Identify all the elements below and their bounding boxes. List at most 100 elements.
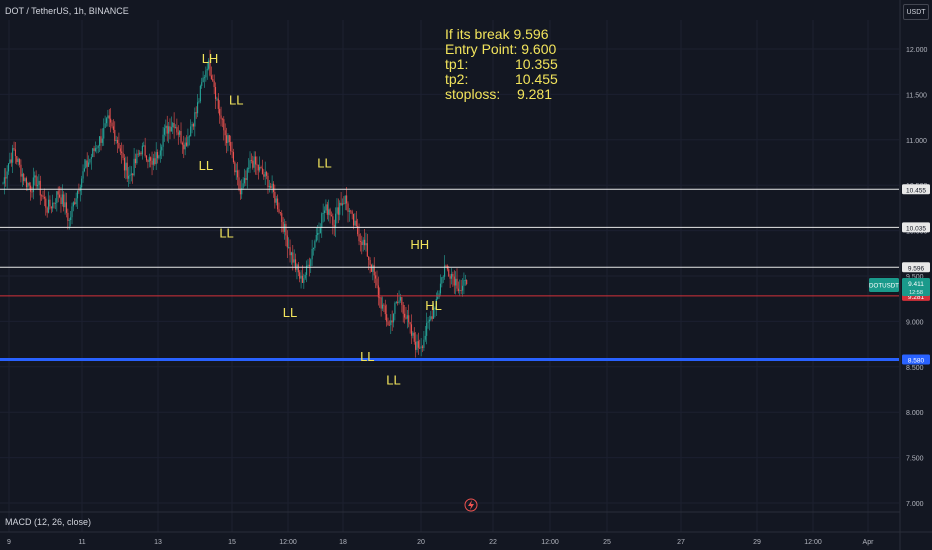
y-tick-label: 7.000: [906, 501, 924, 508]
candle-body: [54, 202, 56, 204]
swing-label[interactable]: LL: [219, 225, 233, 240]
candle-body: [155, 152, 157, 165]
candle-body: [183, 144, 185, 150]
x-tick-label: 12:00: [804, 539, 822, 546]
candle-body: [5, 177, 7, 179]
candle-body: [221, 118, 223, 120]
candle-body: [190, 126, 192, 137]
macd-indicator-label[interactable]: MACD (12, 26, close): [5, 517, 92, 527]
candle-body: [274, 191, 276, 203]
candle-body: [56, 191, 58, 203]
swing-label[interactable]: LL: [229, 93, 243, 108]
candle-body: [285, 223, 287, 236]
candle-body: [408, 315, 410, 323]
candle-body: [430, 316, 432, 320]
candle-body: [220, 115, 222, 119]
y-tick-label: 12.000: [906, 47, 928, 54]
candle-body: [216, 98, 218, 100]
currency-button[interactable]: USDT: [903, 4, 929, 20]
candle-body: [202, 77, 204, 83]
candle-body: [154, 158, 156, 165]
candle-body: [402, 304, 404, 314]
candle-body: [277, 198, 279, 210]
candle-body: [248, 168, 250, 170]
candle-body: [290, 252, 292, 256]
candle-body: [60, 197, 62, 205]
candle-body: [45, 198, 47, 208]
candle-body: [252, 160, 254, 168]
x-tick-label: 25: [603, 539, 611, 546]
candle-body: [177, 132, 179, 135]
candle-body: [450, 273, 453, 279]
symbol-tag[interactable]: [869, 278, 899, 292]
candle-body: [232, 152, 235, 163]
y-tick-label: 9.000: [906, 319, 924, 326]
level-price-text: 8.580: [908, 358, 925, 365]
candle-body: [7, 163, 10, 172]
candle-body: [254, 156, 257, 165]
swing-label[interactable]: HL: [425, 298, 442, 313]
candle-body: [249, 160, 251, 169]
candle-body: [239, 189, 241, 195]
candle-body: [286, 235, 288, 248]
candle-body: [111, 122, 113, 127]
candle-body: [256, 164, 258, 166]
candle-body: [416, 341, 418, 350]
candle-body: [148, 157, 150, 162]
candle-body: [36, 184, 39, 187]
candle-body: [453, 276, 455, 286]
candle-body: [9, 159, 11, 164]
swing-label[interactable]: LH: [202, 51, 219, 66]
candle-body: [147, 160, 149, 162]
candle-body: [431, 316, 433, 319]
candle-body: [370, 264, 373, 272]
candle-body: [362, 239, 364, 245]
candle-body: [439, 283, 442, 294]
candle-body: [31, 191, 33, 193]
current-price-text: 9.411: [908, 281, 924, 288]
price-axis[interactable]: [900, 0, 932, 550]
candle-body: [107, 115, 109, 119]
candle-body: [172, 122, 174, 128]
swing-label[interactable]: LL: [317, 155, 331, 170]
swing-label[interactable]: LL: [199, 158, 213, 173]
candle-body: [261, 168, 263, 175]
candle-body: [152, 158, 154, 165]
x-tick-label: 27: [677, 539, 685, 546]
candle-body: [357, 226, 359, 235]
candle-body: [57, 191, 59, 195]
candle-body: [263, 174, 265, 177]
candle-body: [330, 215, 332, 217]
candle-body: [24, 178, 26, 182]
candle-body: [105, 118, 108, 124]
candle-body: [328, 209, 330, 215]
current-price-tag: [902, 278, 930, 296]
candle-body: [151, 160, 153, 165]
candle-body: [460, 290, 462, 291]
candle-body: [234, 162, 236, 173]
candle-body: [278, 209, 280, 213]
level-price-text: 9.281: [908, 294, 925, 301]
candle-body: [123, 157, 125, 171]
candle-body: [410, 324, 413, 336]
candle-body: [381, 304, 384, 309]
candle-body: [230, 141, 232, 152]
x-tick-label: 22: [489, 539, 497, 546]
candle-body: [78, 190, 80, 192]
candle-body: [406, 315, 408, 319]
lightning-icon[interactable]: [464, 498, 478, 512]
candle-body: [394, 303, 396, 314]
candle-body: [104, 123, 106, 128]
candle-body: [303, 278, 305, 283]
swing-label[interactable]: LL: [283, 305, 297, 320]
candle-body: [169, 126, 171, 132]
swing-label[interactable]: LL: [360, 349, 374, 364]
candle-body: [321, 213, 323, 228]
candle-body: [235, 170, 237, 173]
swing-label[interactable]: LL: [386, 372, 400, 387]
symbol-title[interactable]: DOT / TetherUS, 1h, BINANCE: [5, 6, 129, 16]
candle-body: [226, 135, 228, 144]
swing-label[interactable]: HH: [410, 237, 429, 252]
